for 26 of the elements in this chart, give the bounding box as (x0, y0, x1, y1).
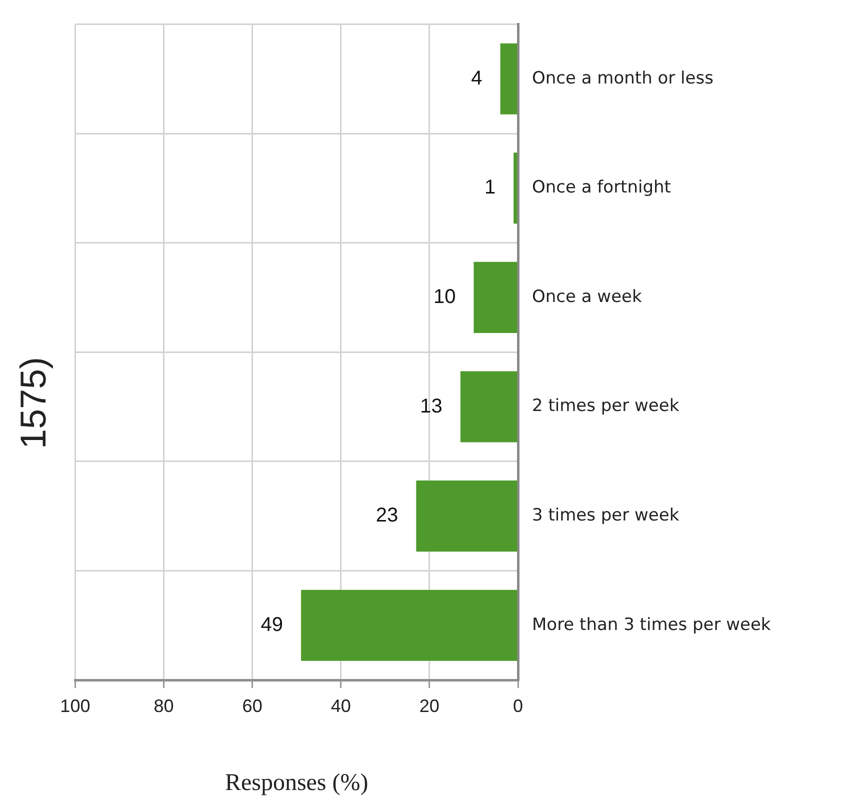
y-tick-label: Once a week (532, 286, 642, 307)
x-tick-label: 20 (419, 696, 440, 716)
data-label: 23 (376, 504, 398, 527)
y-tick-label: More than 3 times per week (532, 614, 771, 635)
data-label: 4 (471, 67, 482, 90)
data-label: 10 (433, 286, 456, 308)
bar (301, 590, 518, 661)
x-tick-label: 80 (154, 696, 174, 716)
bar (416, 480, 518, 552)
x-tick-label: 60 (242, 696, 262, 716)
x-tick-label: 0 (512, 696, 524, 716)
data-label: 1 (484, 176, 496, 199)
bar (460, 371, 518, 442)
text: 1575) (12, 356, 54, 450)
y-tick-label: Once a fortnight (532, 178, 672, 198)
data-label: 13 (420, 395, 442, 418)
bar (500, 43, 518, 114)
bar (514, 152, 518, 224)
y-tick-label: Once a month or less (532, 68, 714, 88)
y-tick-label: 3 times per week (532, 505, 680, 526)
y-tick-label: 2 times per week (532, 396, 680, 416)
x-tick-label: 100 (60, 696, 90, 716)
bar (474, 262, 518, 333)
x-tick-label: 40 (330, 696, 351, 716)
data-label: 49 (260, 614, 284, 636)
x-axis-title: Responses (%) (224, 770, 368, 796)
